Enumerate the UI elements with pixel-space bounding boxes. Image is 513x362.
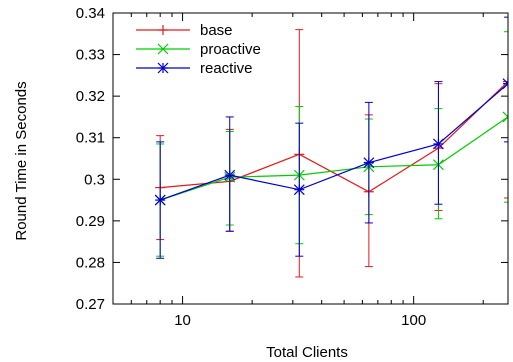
data-point (363, 157, 375, 169)
y-tick-label: 0.32 (76, 88, 105, 105)
legend-label-base: base (200, 22, 233, 39)
data-layer (154, 13, 508, 278)
data-point (293, 184, 305, 196)
data-point (154, 194, 166, 206)
plot-frame (112, 12, 509, 305)
y-tick-label: 0.28 (76, 254, 105, 271)
x-tick-label: 10 (174, 312, 191, 329)
marker-stroke (224, 169, 236, 181)
marker-stroke (157, 62, 169, 74)
data-point (433, 138, 444, 150)
marker-stroke (293, 184, 305, 196)
legend-marker-base (158, 25, 168, 35)
y-tick-label: 0.29 (76, 213, 105, 230)
y-tick-label: 0.33 (76, 47, 105, 64)
x-axis-label: Total Clients (266, 344, 348, 361)
data-point (503, 76, 508, 87)
y-tick-label: 0.3 (84, 171, 105, 188)
y-tick-label: 0.34 (76, 5, 105, 22)
legend: base proactive reactive (136, 22, 261, 77)
marker-stroke (154, 194, 166, 206)
marker-stroke (502, 78, 508, 85)
data-point (224, 169, 236, 181)
marker-stroke (502, 111, 508, 118)
data-point (502, 78, 508, 90)
marker-stroke (502, 82, 508, 90)
y-tick-label: 0.31 (76, 130, 105, 147)
legend-marker-reactive (157, 62, 169, 74)
legend-label-reactive: reactive (200, 60, 253, 77)
x-tick-label: 100 (401, 312, 426, 329)
marker-stroke (363, 157, 375, 169)
marker-stroke (157, 43, 169, 55)
marker-stroke (502, 116, 508, 123)
series-reactive (154, 16, 508, 259)
marker-stroke (433, 138, 444, 150)
data-point (502, 111, 508, 123)
legend-marker-proactive (157, 43, 169, 55)
legend-label-proactive: proactive (200, 41, 261, 58)
y-tick-label: 0.27 (76, 296, 105, 313)
y-axis-label: Round Time in Seconds (13, 81, 30, 240)
